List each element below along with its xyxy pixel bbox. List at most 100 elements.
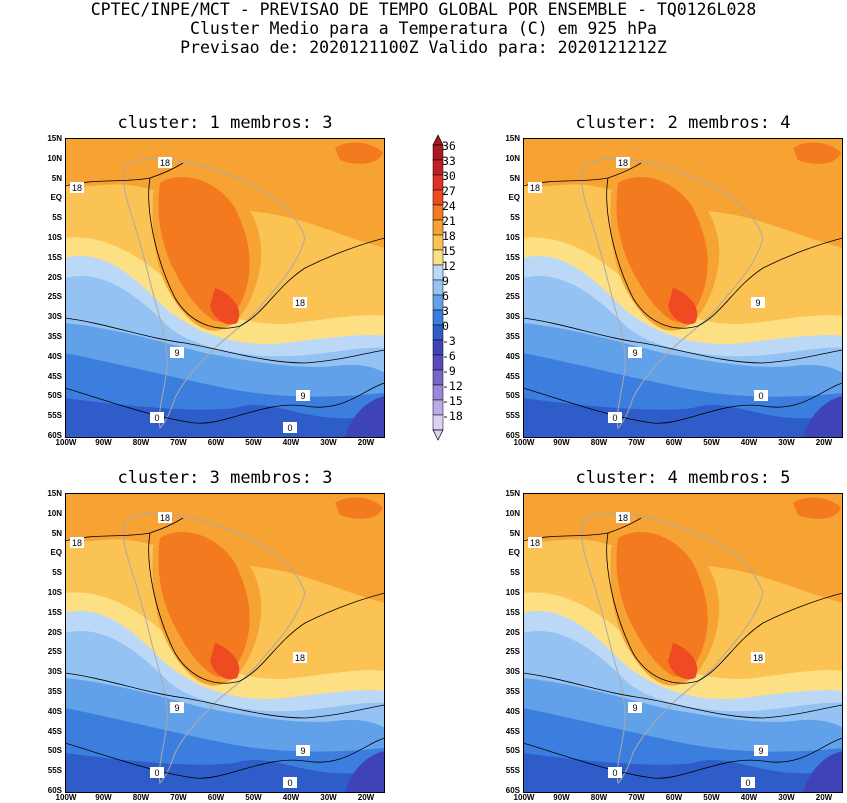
- colorbar-level-label: 15: [442, 244, 456, 258]
- contour-label: 18: [158, 157, 172, 168]
- field-27-30: [668, 288, 698, 325]
- lon-tick-label: 20W: [357, 438, 375, 447]
- contour-label: 9: [296, 390, 310, 401]
- contour-label-text: 18: [160, 158, 170, 168]
- colorbar-level-label: 6: [442, 289, 449, 303]
- contour-label-text: 18: [160, 513, 170, 523]
- lat-tick-label: 40S: [505, 706, 520, 716]
- field-below-minus3: [803, 396, 843, 438]
- contour-label-text: 9: [758, 746, 763, 756]
- lon-tick-label: 40W: [740, 793, 758, 802]
- contour-label-text: 0: [612, 413, 617, 423]
- lat-tick-label: 35S: [47, 687, 62, 696]
- header-title: CPTEC/INPE/MCT - PREVISAO DE TEMPO GLOBA…: [90, 0, 757, 19]
- colorbar-level-label: 24: [442, 199, 456, 213]
- contour-0: [523, 382, 843, 424]
- contour-label: 18: [616, 157, 630, 168]
- contour-label: 18: [70, 537, 84, 548]
- lat-tick-label: 40S: [47, 351, 62, 361]
- lat-tick-label: 25S: [47, 647, 62, 657]
- contour-label-text: 0: [758, 391, 763, 401]
- temperature-map: 18 18 9 9 0 0: [523, 138, 843, 438]
- contour-label: 18: [293, 652, 307, 663]
- lon-tick-label: 80W: [132, 438, 150, 447]
- lon-tick-label: 50W: [245, 438, 262, 447]
- contour-label-text: 0: [612, 768, 617, 778]
- lon-tick-label: 50W: [703, 793, 720, 802]
- contour-label-text: 0: [287, 778, 292, 788]
- colorbar-level-label: 30: [442, 169, 456, 183]
- lon-tick-label: 100W: [55, 438, 77, 447]
- contour-label: 9: [170, 347, 184, 358]
- lon-tick-label: 90W: [553, 793, 570, 802]
- contour-label: 18: [528, 182, 542, 193]
- map-panel-cluster-1: 18 18 18 9 9 0 0: [65, 138, 385, 438]
- lat-tick-label: 10N: [505, 153, 520, 163]
- lat-tick-label: 5N: [509, 528, 520, 538]
- colorbar-level-label: -3: [442, 334, 456, 348]
- contour-label-text: 18: [295, 298, 305, 308]
- contour-9: [65, 672, 385, 719]
- contour-label-text: 0: [745, 778, 750, 788]
- field-below-minus3: [345, 396, 385, 438]
- field-24-27: [158, 532, 250, 677]
- lat-tick-label: 35S: [505, 687, 520, 696]
- lat-tick-label: 60S: [505, 786, 520, 795]
- lat-tick-label: 35S: [47, 332, 62, 341]
- map-panel-cluster-3: 18 18 18 9 9 0 0: [65, 493, 385, 793]
- lon-tick-label: 30W: [320, 793, 337, 802]
- contour-label-text: 18: [618, 513, 628, 523]
- lat-tick-label: 45S: [505, 371, 520, 381]
- map-panel-cluster-4: 18 18 18 9 9 0 0: [523, 493, 843, 793]
- lon-tick-label: 100W: [513, 438, 535, 447]
- contour-label: 0: [150, 767, 164, 778]
- lat-tick-label: 60S: [505, 431, 520, 440]
- map-frame: [523, 138, 843, 438]
- lon-tick-label: 100W: [55, 793, 77, 802]
- panel-title-cluster-1: cluster: 1 membros: 3: [117, 113, 333, 133]
- contour-label: 9: [628, 347, 642, 358]
- colorbar-arrow-bottom: [432, 429, 444, 441]
- lon-tick-label: 40W: [282, 793, 300, 802]
- lat-tick-label: 30S: [47, 312, 62, 322]
- lon-tick-label: 20W: [815, 438, 833, 447]
- lat-tick-label: 30S: [505, 312, 520, 322]
- lat-tick-label: 10S: [505, 233, 520, 242]
- contour-0: [65, 737, 385, 779]
- lat-tick-label: 15N: [47, 134, 62, 143]
- lat-tick-label: 10S: [505, 588, 520, 597]
- lon-tick-label: 50W: [245, 793, 262, 802]
- field-24-27: [158, 177, 250, 322]
- field-below-0: [523, 753, 843, 793]
- lon-tick-label: 80W: [590, 793, 608, 802]
- lat-tick-label: 55S: [47, 766, 62, 776]
- temperature-map: 18 18 18 9 9 0 0: [65, 493, 385, 793]
- lat-tick-label: 15N: [47, 489, 62, 498]
- colorbar-level-label: 27: [442, 184, 456, 198]
- field-27-30: [210, 288, 240, 325]
- lon-tick-label: 30W: [778, 438, 795, 447]
- lon-tick-label: 60W: [207, 793, 225, 802]
- field-27-30: [668, 643, 698, 680]
- lat-tick-label: 25S: [505, 292, 520, 302]
- contour-label: 9: [628, 702, 642, 713]
- colorbar-level-label: 9: [442, 274, 449, 288]
- lon-tick-label: 90W: [553, 438, 570, 447]
- lat-tick-label: 25S: [47, 292, 62, 302]
- contour-9: [523, 317, 843, 364]
- contour-18-south: [148, 532, 385, 684]
- lat-tick-label: 20S: [47, 272, 62, 282]
- lon-tick-label: 90W: [95, 793, 112, 802]
- field-24-27-atlantic: [793, 142, 841, 164]
- header-dates: Previsao de: 2020121100Z Valido para: 20…: [180, 38, 667, 57]
- lat-tick-label: 60S: [47, 431, 62, 440]
- temperature-map: 18 18 18 9 9 0 0: [65, 138, 385, 438]
- lon-tick-label: 70W: [170, 438, 187, 447]
- lat-tick-label: 55S: [47, 411, 62, 421]
- lat-tick-label: 50S: [505, 391, 520, 401]
- lat-tick-label: 50S: [47, 746, 62, 756]
- lon-tick-label: 40W: [282, 438, 300, 447]
- contour-label: 18: [158, 512, 172, 523]
- contour-label: 9: [296, 745, 310, 756]
- field-24-27: [616, 532, 708, 677]
